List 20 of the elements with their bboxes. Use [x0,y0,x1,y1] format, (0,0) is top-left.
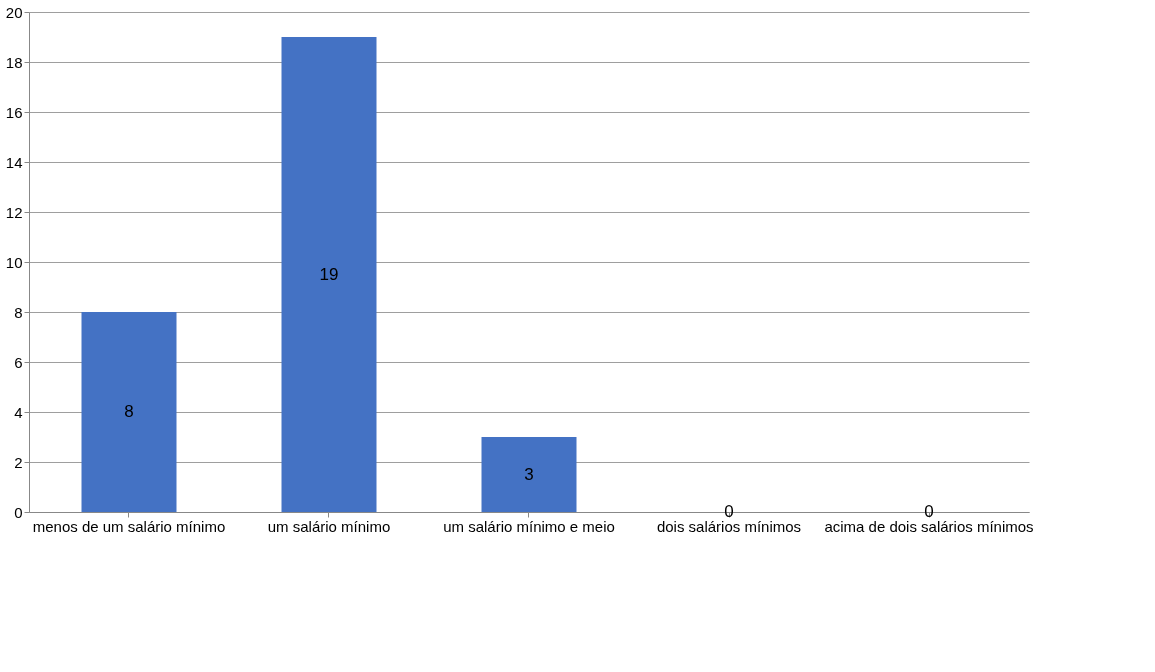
y-tick-label: 10 [5,253,23,271]
y-tick-label: 18 [5,53,23,71]
x-tick-label: menos de um salário mínimo [32,517,226,535]
x-tick-label: um salário mínimo [267,517,391,535]
y-tick-label: 2 [14,453,23,471]
y-tick-label: 8 [14,303,23,321]
y-tick-label: 12 [5,203,23,221]
y-tick-label: 4 [14,403,23,421]
data-label: 8 [124,402,134,421]
x-tick-label: um salário mínimo e meio [443,517,615,535]
y-tick-label: 20 [5,3,23,21]
data-label: 19 [319,264,339,284]
bar [281,37,377,512]
bar [81,312,177,512]
data-label: 3 [524,464,534,484]
y-tick-label: 6 [14,353,23,371]
y-tick-label: 14 [5,153,23,171]
bar [481,437,577,512]
y-tick-label: 16 [5,103,23,121]
y-tick-label: 0 [14,503,23,521]
